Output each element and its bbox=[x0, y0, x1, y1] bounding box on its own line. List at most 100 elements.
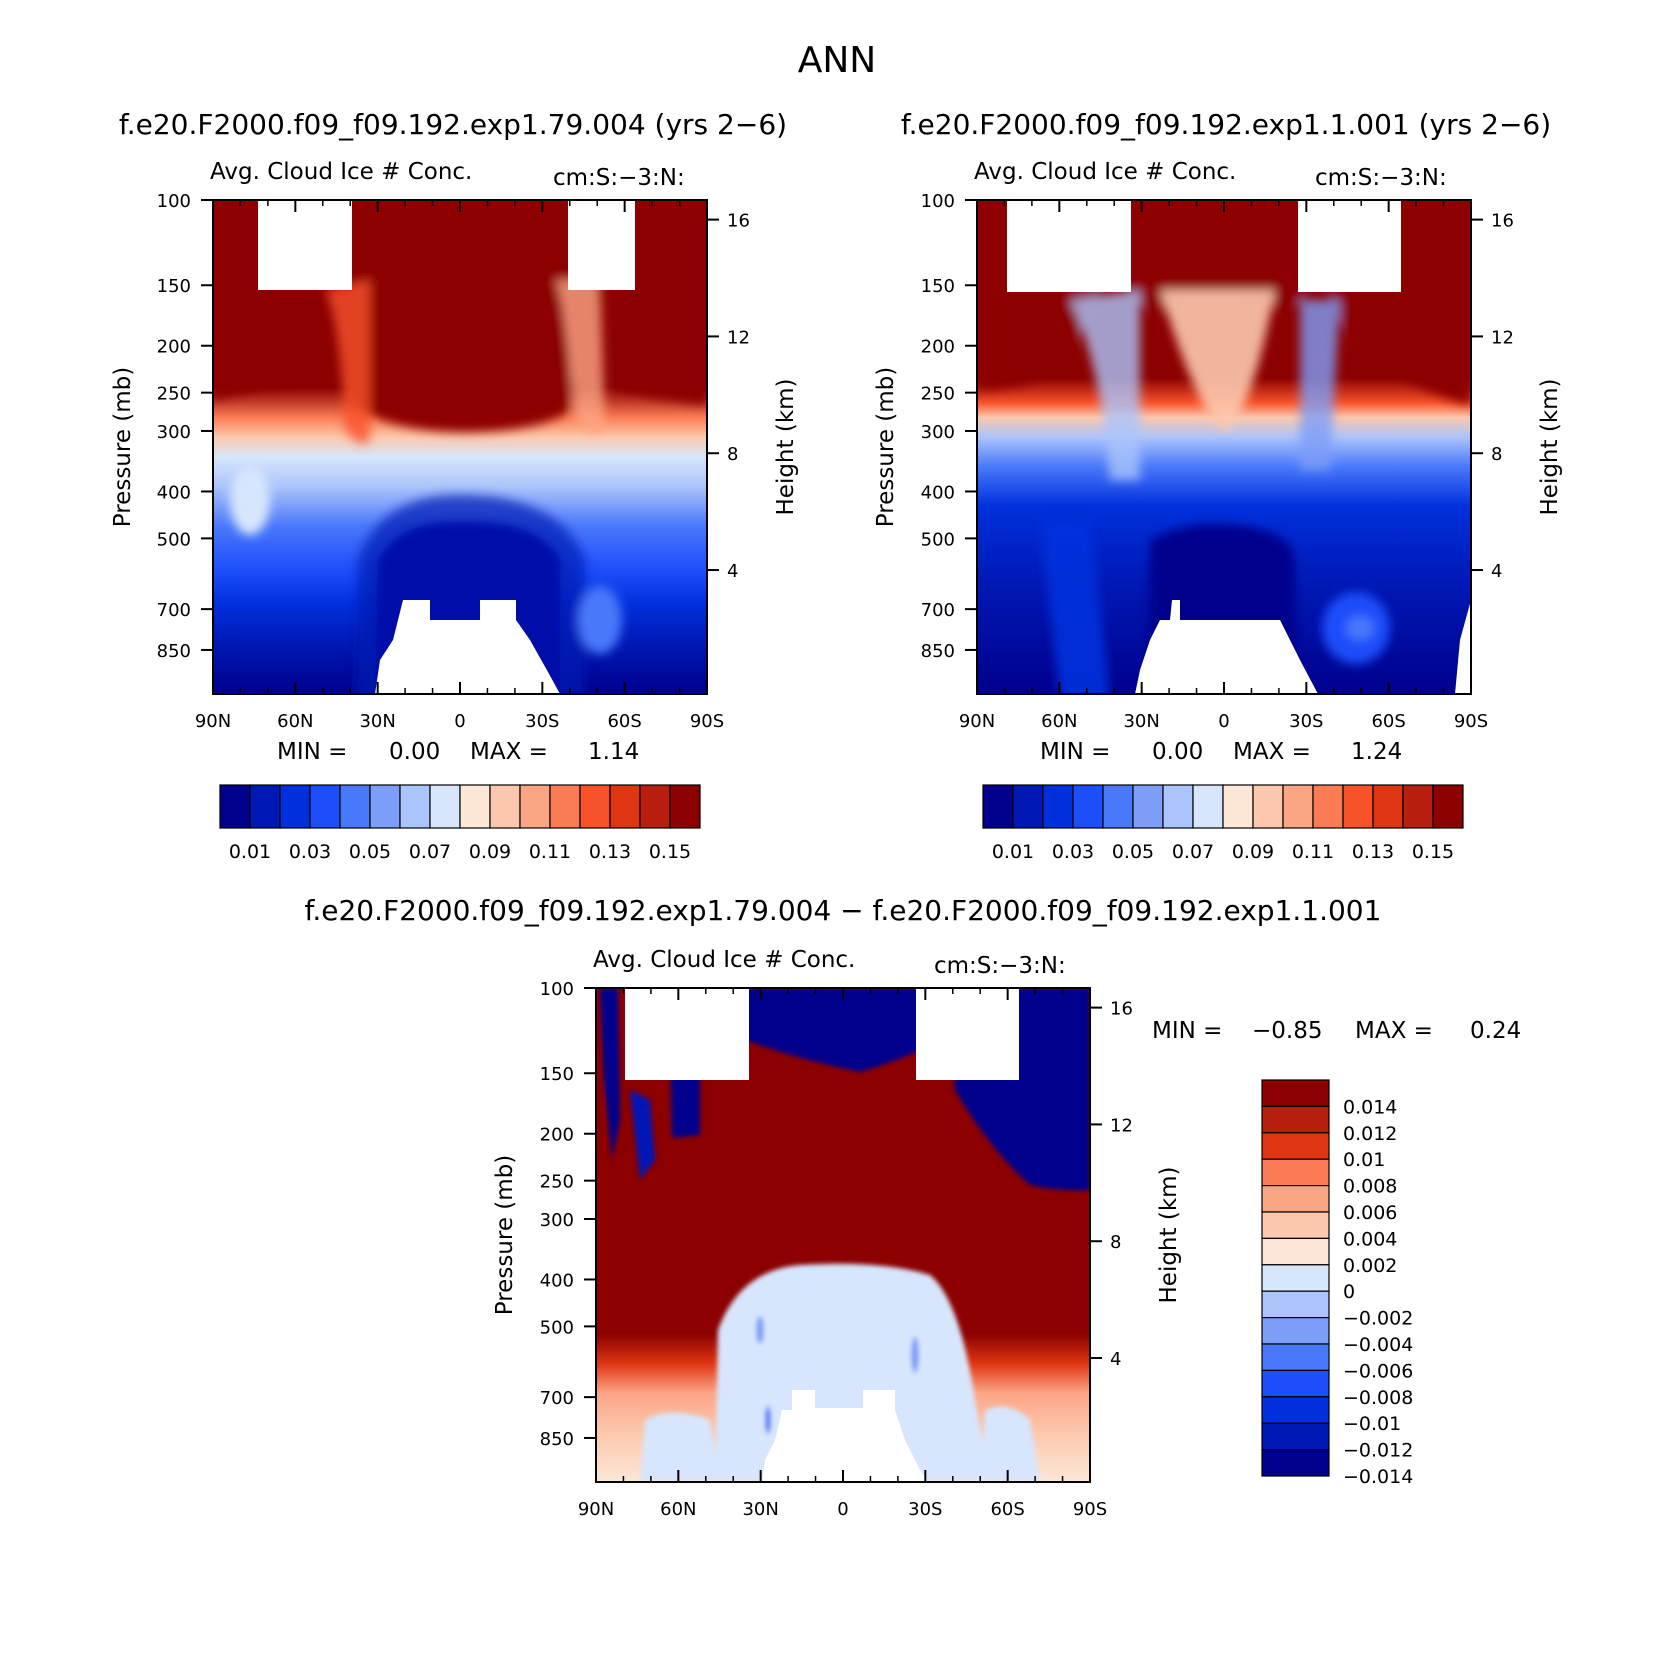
colorbar-label: 0.004 bbox=[1343, 1228, 1397, 1250]
missing-upper-s bbox=[1298, 200, 1401, 292]
colorbar-swatch bbox=[669, 784, 701, 829]
x-tick-label: 90S bbox=[690, 711, 724, 732]
colorbar-swatch bbox=[1252, 784, 1284, 829]
colorbar-swatch bbox=[399, 784, 431, 829]
colorbar-label: 0.15 bbox=[649, 841, 691, 863]
colorbar-swatch bbox=[1132, 784, 1164, 829]
colorbar-label: 0.09 bbox=[1232, 841, 1274, 863]
blue-speck-2 bbox=[911, 1337, 919, 1373]
diff-min-value: −0.85 bbox=[1252, 1018, 1322, 1044]
left-max-value: 1.14 bbox=[588, 739, 639, 765]
x-tick-label: 90N bbox=[578, 1499, 614, 1520]
colorbar-label: 0.07 bbox=[409, 841, 451, 863]
left-min-value: 0.00 bbox=[389, 739, 440, 765]
x-tick-label: 30S bbox=[908, 1499, 942, 1520]
x-tick-label: 0 bbox=[1218, 711, 1229, 732]
colorbar-swatch bbox=[1372, 784, 1404, 829]
colorbar-swatch bbox=[1282, 784, 1314, 829]
blue-blob-s bbox=[578, 586, 622, 654]
colorbar-swatch bbox=[579, 784, 611, 829]
colorbar-swatch bbox=[1072, 784, 1104, 829]
y-tick-label: 100 bbox=[921, 191, 955, 212]
y-tick-label: 100 bbox=[540, 979, 574, 1000]
x-tick-label: 30S bbox=[1289, 711, 1323, 732]
colorbar-label: 0.03 bbox=[289, 841, 331, 863]
light-band-n bbox=[1070, 290, 1140, 480]
x-tick-label: 90S bbox=[1454, 711, 1488, 732]
colorbar-label: 0.01 bbox=[229, 841, 271, 863]
upper-red-tropics bbox=[1130, 200, 1305, 315]
colorbar-swatch bbox=[1261, 1290, 1330, 1319]
colorbar-label: 0.09 bbox=[469, 841, 511, 863]
x-tick-label: 60N bbox=[1041, 711, 1077, 732]
right-ylabel: Pressure (mb) bbox=[873, 367, 899, 527]
right-max-value: 1.24 bbox=[1351, 739, 1402, 765]
colorbar-label: −0.004 bbox=[1343, 1334, 1413, 1356]
colorbar-swatch bbox=[549, 784, 581, 829]
colorbar-swatch bbox=[339, 784, 371, 829]
colorbar-swatch bbox=[1261, 1316, 1330, 1345]
y-tick-label: 300 bbox=[540, 1210, 574, 1231]
y-right-tick-label: 12 bbox=[1110, 1115, 1133, 1136]
x-tick-label: 0 bbox=[837, 1499, 848, 1520]
colorbar-swatch bbox=[1261, 1132, 1330, 1160]
x-tick-label: 0 bbox=[454, 711, 465, 732]
colorbar-swatch bbox=[1402, 784, 1434, 829]
colorbar-label: 0.014 bbox=[1343, 1096, 1397, 1118]
colorbar-label: 0.01 bbox=[992, 841, 1034, 863]
light-band-s bbox=[1300, 300, 1340, 470]
y-tick-label: 200 bbox=[921, 337, 955, 358]
missing-surface bbox=[1135, 600, 1318, 694]
panel-top-left bbox=[212, 199, 708, 695]
orange-streak-s bbox=[555, 280, 605, 434]
right-max-label: MAX = bbox=[1233, 739, 1311, 765]
y-tick-label: 500 bbox=[921, 529, 955, 550]
colorbar-swatch bbox=[369, 784, 401, 829]
x-tick-label: 60S bbox=[990, 1499, 1024, 1520]
colorbar-label: 0.05 bbox=[1112, 841, 1154, 863]
neg-streak-n2 bbox=[630, 1090, 655, 1180]
diff-ylabel: Pressure (mb) bbox=[492, 1155, 518, 1315]
colorbar-difference: 0.014 0.012 0.01 0.008 0.006 0.004 0.002 0 −0.00… bbox=[1261, 1079, 1413, 1488]
light-polar-s bbox=[980, 1406, 1040, 1482]
missing-upper-n bbox=[625, 988, 749, 1080]
y-right-tick-label: 4 bbox=[1110, 1349, 1121, 1370]
y-tick-label: 400 bbox=[157, 482, 191, 503]
right-min-value: 0.00 bbox=[1152, 739, 1203, 765]
right-units-label: cm:S:−3:N: bbox=[1315, 165, 1447, 191]
colorbar-swatch bbox=[1261, 1448, 1330, 1477]
colorbar-top-right: 0.01 0.03 0.05 0.07 0.09 0.11 0.13 0.15 bbox=[982, 784, 1464, 863]
colorbar-label: 0.11 bbox=[529, 841, 571, 863]
blue-speck-3 bbox=[765, 1406, 771, 1434]
colorbar-swatch bbox=[279, 784, 311, 829]
panel-difference bbox=[595, 987, 1091, 1483]
left-case-title: f.e20.F2000.f09_f09.192.exp1.79.004 (yrs… bbox=[119, 108, 787, 141]
right-case-title: f.e20.F2000.f09_f09.192.exp1.1.001 (yrs … bbox=[901, 108, 1551, 141]
orange-streak-n bbox=[325, 280, 370, 444]
blue-tongue-n bbox=[1040, 520, 1110, 694]
y-right-tick-label: 12 bbox=[727, 327, 750, 348]
colorbar-swatch bbox=[429, 784, 461, 829]
colorbar-label: 0.002 bbox=[1343, 1255, 1397, 1277]
y-right-tick-label: 16 bbox=[727, 211, 750, 232]
missing-upper-n bbox=[1007, 200, 1131, 292]
colorbar-swatch bbox=[1162, 784, 1194, 829]
x-tick-label: 90S bbox=[1073, 1499, 1107, 1520]
colorbar-swatch bbox=[982, 784, 1014, 829]
y-tick-label: 850 bbox=[921, 641, 955, 662]
y-tick-label: 400 bbox=[921, 482, 955, 503]
colorbar-label: −0.01 bbox=[1343, 1413, 1401, 1435]
colorbar-label: 0 bbox=[1343, 1281, 1355, 1303]
warm-plume bbox=[1160, 290, 1275, 430]
y-right-tick-label: 4 bbox=[727, 561, 738, 582]
colorbar-swatch bbox=[1432, 784, 1464, 829]
x-tick-label: 30N bbox=[1123, 711, 1159, 732]
x-tick-label: 30S bbox=[525, 711, 559, 732]
colorbar-swatch bbox=[609, 784, 641, 829]
y-right-tick-label: 12 bbox=[1491, 327, 1514, 348]
missing-upper-s bbox=[916, 988, 1019, 1080]
y-tick-label: 150 bbox=[540, 1064, 574, 1085]
colorbar-label: −0.012 bbox=[1343, 1440, 1413, 1462]
colorbar-label: 0.13 bbox=[589, 841, 631, 863]
